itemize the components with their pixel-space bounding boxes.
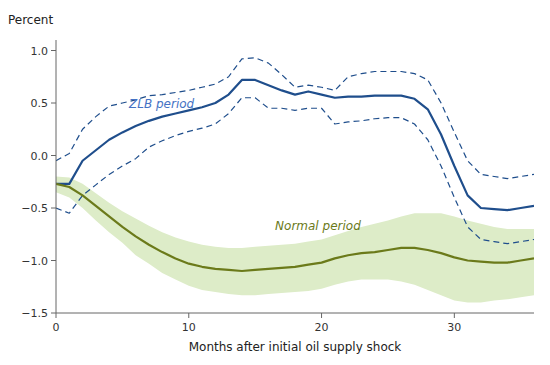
y-tick xyxy=(51,260,56,261)
y-tick xyxy=(51,50,56,51)
y-axis-line xyxy=(56,40,57,313)
x-axis-label: Months after initial oil supply shock xyxy=(189,340,402,354)
line xyxy=(56,184,534,271)
y-tick-label: −1.5 xyxy=(21,307,48,320)
annotation: ZLB period xyxy=(128,97,195,111)
x-tick-label: 10 xyxy=(182,321,196,334)
x-tick-label: 30 xyxy=(447,321,461,334)
plot-area xyxy=(56,58,534,303)
y-tick-label: −0.5 xyxy=(21,202,48,215)
axes: 0 10 20 30 −1.5 −1.0 −0.5 0.0 0.5 1.0 xyxy=(21,40,534,334)
x-tick-label: 20 xyxy=(315,321,329,334)
y-tick xyxy=(51,103,56,104)
y-axis-label: Percent xyxy=(8,13,53,27)
y-tick-label: −1.0 xyxy=(21,255,48,268)
x-tick-label: 0 xyxy=(53,321,60,334)
band-line xyxy=(56,58,534,179)
x-tick xyxy=(321,313,322,318)
chart: 0 10 20 30 −1.5 −1.0 −0.5 0.0 0.5 1.0 Months after… xyxy=(0,0,550,365)
x-tick xyxy=(56,313,57,318)
x-axis-line xyxy=(56,313,534,314)
y-tick-label: 1.0 xyxy=(31,45,49,58)
y-tick xyxy=(51,155,56,156)
y-tick-label: 0.0 xyxy=(31,150,49,163)
band xyxy=(56,177,534,303)
line xyxy=(56,80,534,210)
annotation: Normal period xyxy=(275,219,361,233)
y-tick xyxy=(51,313,56,314)
y-tick xyxy=(51,208,56,209)
x-tick xyxy=(188,313,189,318)
x-tick xyxy=(454,313,455,318)
band-line xyxy=(56,98,534,244)
y-tick-label: 0.5 xyxy=(31,97,49,110)
